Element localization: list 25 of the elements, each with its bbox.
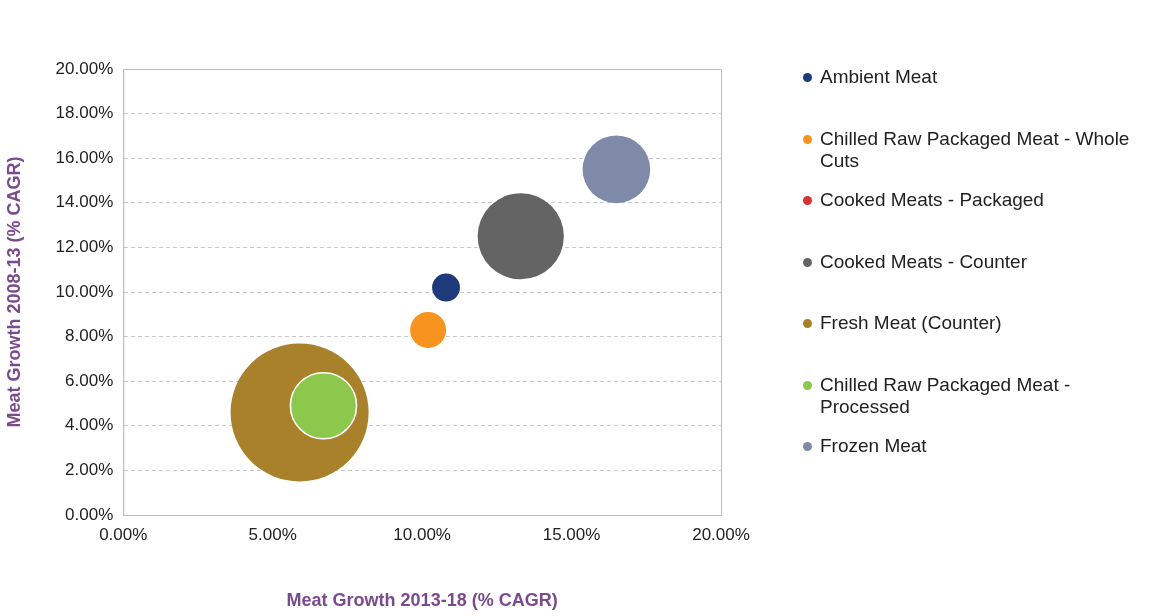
y-tick-label: 14.00% [55,192,114,212]
y-tick-label: 20.00% [55,58,114,78]
y-tick-label: 2.00% [65,460,114,480]
legend-label: Chilled Raw Packaged Meat - Processed [820,373,1072,418]
y-axis-title: Meat Growth 2008-13 (% CAGR) [3,156,24,428]
legend-label: Ambient Meat [820,66,938,88]
legend-label: Fresh Meat (Counter) [820,312,1002,334]
y-tick-label: 6.00% [65,370,114,390]
x-tick-label: 20.00% [692,524,750,544]
y-tick-label: 10.00% [55,281,114,301]
y-tick-label: 4.00% [65,415,114,435]
y-tick-label: 16.00% [55,147,114,167]
x-tick-label: 5.00% [248,524,297,544]
y-tick-label: 18.00% [55,103,114,123]
legend-label: Cooked Meats - Packaged [820,189,1044,211]
legend-label: Chilled Raw Packaged Meat - Whole Cuts [820,127,1131,172]
y-tick-label: 0.00% [65,504,114,524]
legend-label: Frozen Meat [820,435,927,457]
x-tick-label: 15.00% [542,524,601,544]
x-tick-label: 10.00% [393,524,451,544]
x-axis-title: Meat Growth 2013-18 (% CAGR) [286,590,558,611]
y-tick-label: 8.00% [65,326,114,346]
x-tick-label: 0.00% [99,524,148,544]
y-tick-label: 12.00% [55,237,114,257]
legend-label: Cooked Meats - Counter [820,250,1027,273]
